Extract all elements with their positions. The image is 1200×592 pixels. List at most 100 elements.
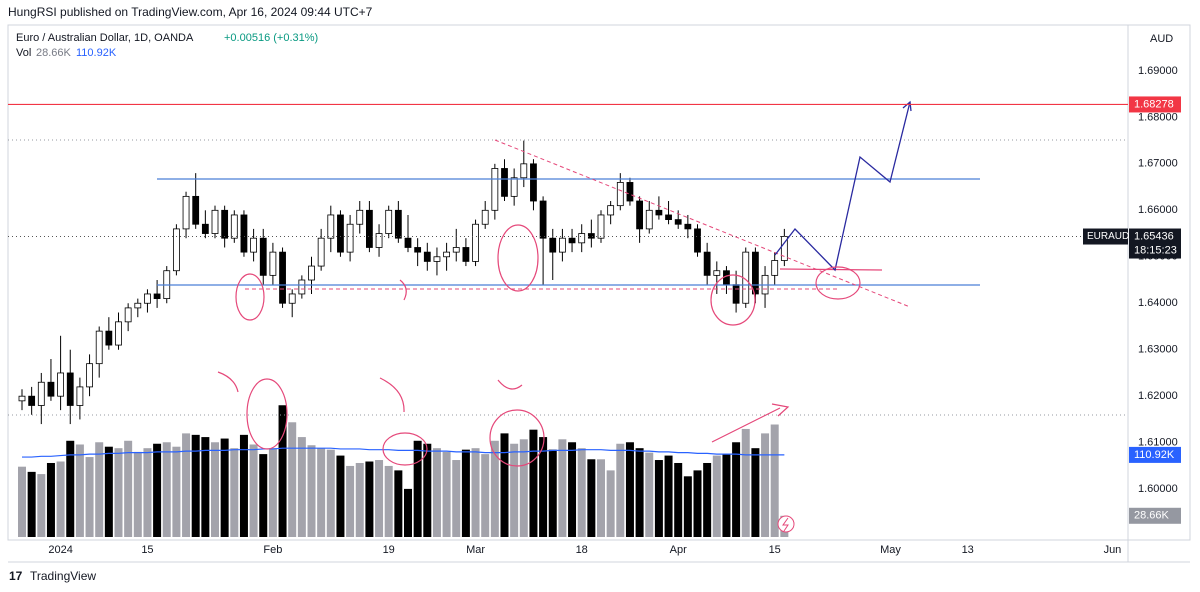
candle-body <box>153 293 161 300</box>
volume-bar <box>384 465 393 537</box>
volume-bar <box>143 448 152 537</box>
last-price-box <box>1129 228 1181 259</box>
volume-bar <box>683 476 692 537</box>
candle-body <box>259 237 267 276</box>
y-tick-label: 1.60000 <box>1138 483 1178 495</box>
y-tick-label: 1.68000 <box>1138 111 1178 123</box>
candle-body <box>568 237 576 244</box>
x-tick-label: 19 <box>383 544 395 556</box>
candle-body <box>481 209 489 225</box>
x-tick-label: 18 <box>576 544 588 556</box>
volume-bar <box>297 437 306 537</box>
x-tick-label: 13 <box>962 544 974 556</box>
volume-name: Vol <box>16 47 31 59</box>
volume-bar <box>625 442 634 537</box>
candle-body <box>752 251 759 295</box>
volume-bar <box>27 471 36 537</box>
volume-bar <box>394 470 403 537</box>
volume-bar <box>355 462 364 537</box>
candle-body <box>549 237 557 253</box>
volume-bar <box>490 440 499 537</box>
volume-bar <box>249 444 258 537</box>
volume-bar <box>529 429 538 537</box>
x-tick-label: 15 <box>141 544 153 556</box>
candle-body <box>221 209 229 239</box>
volume-bar <box>674 462 683 537</box>
candle-body <box>607 205 615 216</box>
candle-body <box>713 270 721 276</box>
volume-bar <box>413 440 422 537</box>
candle-body <box>279 251 286 304</box>
volume-bar <box>365 461 374 537</box>
volume-box <box>1129 507 1181 524</box>
volume-bar <box>732 442 741 537</box>
candle-body <box>76 386 84 406</box>
candle-body <box>385 209 393 234</box>
volume-bar <box>423 443 432 537</box>
candle-body <box>365 209 373 248</box>
volume-bar <box>461 449 470 537</box>
volume-bar <box>182 433 191 537</box>
candle-body <box>250 237 258 253</box>
volume-bar <box>741 428 750 537</box>
x-tick-label: May <box>880 544 901 556</box>
candle-body <box>674 219 682 225</box>
candle-body <box>636 200 643 230</box>
candle-body <box>298 279 306 295</box>
circle-mark <box>235 273 265 321</box>
volume-ma-line <box>22 447 785 458</box>
candle-body <box>28 395 36 406</box>
volume-bar <box>172 446 181 537</box>
arrow-mark <box>711 403 790 443</box>
volume-bar <box>510 443 519 537</box>
volume-bar <box>85 457 94 537</box>
volume-bar <box>654 460 663 537</box>
volume-axis-label: 28.66K <box>1134 510 1170 522</box>
alert-bolt <box>782 517 789 532</box>
volume-bar <box>404 488 412 537</box>
footer-logo: 17 <box>9 569 23 583</box>
candle-body <box>703 251 711 276</box>
volume-bar <box>66 440 75 537</box>
candle-body <box>452 247 460 253</box>
candle-body <box>501 168 508 197</box>
candle-body <box>288 293 296 304</box>
volume-bar <box>307 445 316 537</box>
volume-ma-box <box>1129 446 1181 463</box>
y-tick-label: 1.61000 <box>1138 437 1178 449</box>
candle-body <box>578 233 586 244</box>
volume-bar <box>153 443 162 537</box>
volume-bar <box>587 459 596 537</box>
volume-bar <box>75 444 84 537</box>
volume-bar <box>548 449 557 537</box>
volume-bar <box>616 443 625 537</box>
stroke-mark <box>379 377 405 413</box>
x-tick-label: Mar <box>466 544 485 556</box>
volume-bar <box>326 449 335 537</box>
volume-bar <box>558 439 567 537</box>
alert-icon[interactable] <box>777 515 795 533</box>
volume-bar <box>375 460 384 537</box>
circle-mark <box>489 409 545 467</box>
volume-bar <box>239 434 248 537</box>
candle-body <box>723 270 730 286</box>
volume-bar <box>230 448 239 537</box>
candle-body <box>37 381 45 406</box>
volume-ma-axis-label: 110.92K <box>1134 449 1175 461</box>
candle-body <box>182 195 190 230</box>
candle-body <box>317 237 325 267</box>
candle-body <box>414 247 422 253</box>
volume-bar <box>220 438 229 537</box>
candle-body <box>192 195 200 225</box>
symbol-title: Euro / Australian Dollar, 1D, OANDA <box>16 32 194 44</box>
candle-body <box>587 233 595 239</box>
volume-bar <box>211 442 219 537</box>
candle-body <box>771 260 779 276</box>
countdown-label: 18:15:23 <box>1134 244 1177 256</box>
candle-body <box>597 214 605 239</box>
volume-value: 28.66K <box>36 47 72 59</box>
circle-mark <box>710 274 756 326</box>
volume-bar <box>645 452 654 537</box>
candle-body <box>144 293 151 304</box>
